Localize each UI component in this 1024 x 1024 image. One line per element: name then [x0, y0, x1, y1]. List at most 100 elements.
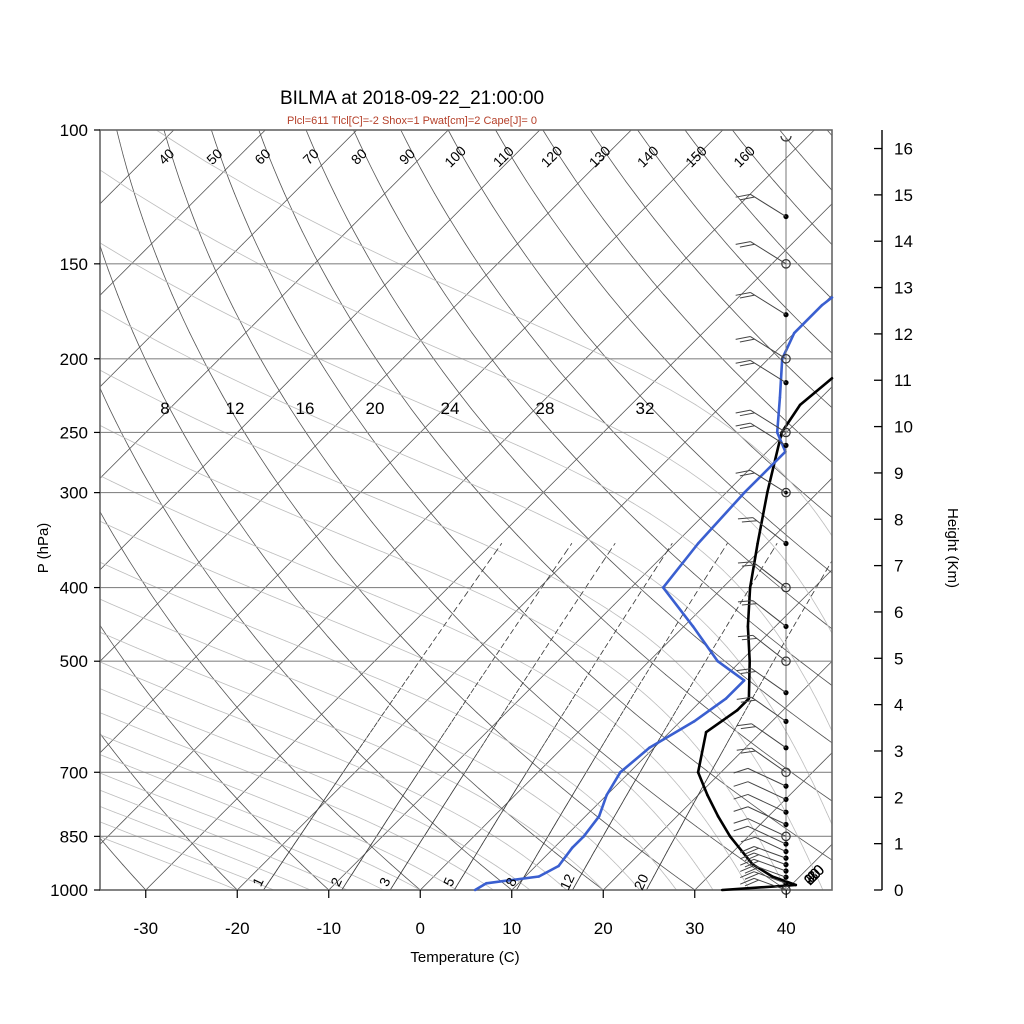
- moist-adiabat: [324, 879, 333, 884]
- moist-adiabat: [215, 240, 260, 265]
- wind-barb-flag: [733, 825, 749, 832]
- dry-adiabat: [680, 750, 698, 764]
- moist-adiabat: [166, 847, 177, 852]
- mixing-ratio-line: [648, 570, 655, 580]
- isotherm: [544, 471, 565, 492]
- dry-adiabat: [259, 357, 268, 372]
- isotherm: [409, 148, 430, 169]
- moist-adiabat: [241, 492, 268, 504]
- moist-adiabat: [809, 862, 813, 867]
- mixing-ratio-line: [421, 762, 426, 768]
- dry-adiabat: [176, 420, 185, 435]
- moist-adiabat: [500, 839, 507, 845]
- moist-adiabat: [535, 715, 546, 722]
- moist-adiabat: [622, 432, 648, 446]
- moist-adiabat: [427, 660, 444, 669]
- isotherm: [737, 186, 758, 207]
- moist-adiabat: [227, 839, 239, 845]
- moist-adiabat: [755, 832, 759, 837]
- mixing-ratio-line: [577, 876, 581, 881]
- moist-adiabat: [125, 323, 160, 343]
- dry-adiabat: [756, 218, 768, 232]
- moist-adiabat: [369, 771, 382, 778]
- mixing-ratio-line: [721, 625, 727, 635]
- dry-adiabat: [525, 180, 535, 194]
- mixing-ratio-line: [675, 704, 681, 711]
- dry-adiabat: [659, 864, 678, 878]
- moist-adiabat: [440, 742, 452, 749]
- isotherm: [335, 680, 356, 701]
- mixing-ratio-line: [665, 543, 673, 554]
- isotherm: [673, 433, 694, 454]
- isotherm: [140, 509, 161, 530]
- mixing-ratio-line: [519, 879, 523, 884]
- mixing-ratio-line: [462, 698, 468, 705]
- mixing-ratio-line: [637, 679, 643, 688]
- moist-adiabat: [218, 781, 231, 787]
- mixing-ratio-line: [773, 654, 778, 662]
- moist-adiabat: [731, 578, 741, 588]
- isotherm: [181, 376, 202, 397]
- moist-adiabat: [304, 715, 319, 722]
- mixing-ratio-line: [619, 709, 625, 717]
- mixing-ratio-line: [591, 851, 595, 856]
- moist-adiabat: [701, 872, 705, 877]
- dry-adiabat: [261, 256, 269, 270]
- isotherm: [708, 490, 729, 511]
- isotherm: [568, 813, 589, 834]
- moist-adiabat: [166, 832, 178, 837]
- dry-adiabat: [571, 522, 586, 536]
- moist-adiabat: [436, 803, 446, 809]
- dry-adiabat: [680, 623, 696, 638]
- mixing-ratio-line: [477, 847, 481, 852]
- moist-adiabat: [827, 721, 831, 728]
- moist-adiabat: [341, 304, 384, 325]
- moist-adiabat: [748, 820, 752, 825]
- dry-adiabat: [122, 864, 135, 878]
- mixing-ratio-line: [493, 720, 499, 728]
- moist-adiabat: [396, 647, 414, 655]
- moist-adiabat: [248, 543, 272, 554]
- mixing-ratio-line: [603, 737, 608, 744]
- dry-adiabat: [146, 230, 153, 245]
- dry-adiabat: [732, 129, 743, 144]
- moist-adiabat: [206, 847, 217, 852]
- dry-adiabat: [593, 205, 604, 220]
- isotherm: [171, 661, 192, 682]
- moist-adiabat: [173, 742, 188, 749]
- moist-adiabat: [381, 680, 397, 687]
- dry-adiabat: [343, 737, 357, 752]
- dry-adiabat: [797, 319, 811, 334]
- moist-adiabat: [630, 879, 635, 884]
- moist-adiabat: [765, 776, 770, 782]
- wind-barb-flag: [739, 362, 755, 367]
- moist-adiabat: [99, 688, 111, 694]
- isotherm: [428, 129, 449, 150]
- wind-barb-shaft: [750, 359, 787, 384]
- isotherm: [154, 129, 175, 150]
- moist-adiabat: [99, 242, 136, 265]
- wind-level-circle: [781, 259, 791, 269]
- mixing-ratio-line: [581, 869, 585, 874]
- wind-barb-shaft: [753, 858, 787, 872]
- dry-adiabat: [817, 674, 833, 686]
- wind-barb-flag: [737, 517, 753, 520]
- dry-adiabat: [128, 446, 136, 460]
- mixing-ratio-line: [825, 561, 832, 572]
- mixing-ratio-line: [626, 790, 630, 796]
- dry-adiabat: [311, 788, 325, 802]
- dry-adiabat: [286, 762, 300, 777]
- dry-adiabat: [813, 446, 829, 460]
- moist-adiabat: [779, 721, 784, 728]
- mixing-ratio-line: [343, 882, 347, 888]
- moist-adiabat: [113, 667, 130, 675]
- moist-adiabat: [660, 869, 664, 874]
- wind-barb-shaft: [747, 781, 787, 800]
- mixing-ratio-line: [602, 832, 606, 837]
- height-tick-label: 8: [894, 510, 903, 529]
- moist-adiabat: [631, 737, 638, 744]
- dry-adiabat: [619, 306, 631, 321]
- dry-adiabat: [371, 167, 379, 182]
- mixing-ratio-line: [657, 647, 663, 655]
- moist-adiabat: [722, 781, 727, 787]
